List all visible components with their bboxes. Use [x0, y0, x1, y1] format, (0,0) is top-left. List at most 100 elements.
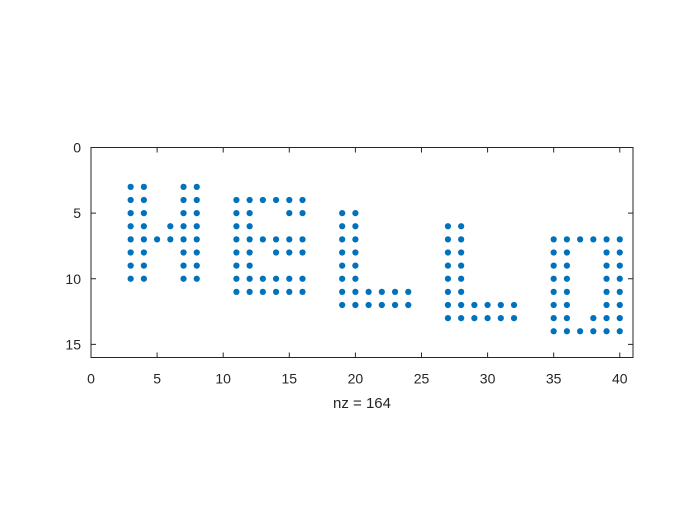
- nonzero-point: [352, 249, 359, 256]
- nonzero-point: [563, 301, 571, 309]
- nonzero-point: [339, 288, 346, 295]
- nonzero-point: [193, 210, 200, 217]
- nonzero-point: [286, 210, 293, 217]
- x-axis-ticks: 0 5 10 15 20 25 30 35 40: [87, 147, 628, 387]
- nonzero-point: [272, 236, 280, 243]
- nonzero-point: [616, 249, 623, 256]
- nonzero-point: [563, 236, 571, 243]
- nonzero-point: [458, 262, 465, 269]
- y-axis-ticks: 0 5 10 15: [65, 140, 633, 352]
- nonzero-point: [484, 315, 491, 322]
- nonzero-point: [563, 249, 571, 256]
- nonzero-point: [444, 275, 452, 282]
- nonzero-point: [140, 210, 147, 217]
- nonzero-point: [299, 275, 306, 282]
- nonzero-point: [233, 249, 240, 256]
- nonzero-point: [550, 275, 557, 282]
- nonzero-point: [153, 236, 161, 243]
- nonzero-point: [272, 249, 280, 256]
- nonzero-point: [246, 236, 253, 243]
- nonzero-point: [140, 262, 147, 269]
- nonzero-point: [246, 196, 253, 204]
- nonzero-point: [339, 301, 346, 309]
- nonzero-point: [391, 288, 399, 295]
- nonzero-point: [127, 236, 134, 243]
- nonzero-point: [365, 301, 372, 309]
- nonzero-point: [603, 315, 610, 322]
- nonzero-point: [616, 236, 623, 243]
- nonzero-point: [246, 275, 253, 282]
- nonzero-point: [590, 236, 597, 243]
- nonzero-point: [471, 315, 478, 322]
- nonzero-point: [339, 223, 346, 230]
- nonzero-point: [299, 210, 306, 217]
- nonzero-point: [246, 288, 253, 295]
- nonzero-point: [299, 236, 306, 243]
- nonzero-point: [444, 236, 452, 243]
- nonzero-point: [140, 236, 147, 243]
- nonzero-point: [127, 210, 134, 217]
- x-tick-label: 20: [348, 371, 364, 387]
- nonzero-markers: [127, 183, 623, 335]
- nonzero-point: [603, 288, 610, 295]
- nonzero-point: [616, 288, 623, 295]
- nonzero-point: [603, 249, 610, 256]
- x-axis-label: nz = 164: [333, 395, 391, 412]
- nonzero-point: [550, 315, 557, 322]
- nonzero-point: [233, 288, 240, 295]
- nonzero-point: [180, 236, 187, 243]
- nonzero-point: [616, 328, 623, 335]
- nonzero-point: [563, 275, 571, 282]
- nonzero-point: [577, 328, 584, 335]
- nonzero-point: [391, 301, 399, 309]
- nonzero-point: [444, 249, 452, 256]
- nonzero-point: [233, 275, 240, 282]
- nonzero-point: [180, 223, 187, 230]
- nonzero-point: [299, 196, 306, 204]
- nonzero-point: [378, 288, 385, 295]
- nonzero-point: [603, 328, 610, 335]
- nonzero-point: [272, 196, 280, 204]
- nonzero-point: [127, 249, 134, 256]
- nonzero-point: [140, 223, 147, 230]
- nonzero-point: [590, 315, 597, 322]
- nonzero-point: [259, 236, 266, 243]
- nonzero-point: [458, 315, 465, 322]
- nonzero-point: [603, 236, 610, 243]
- nonzero-point: [233, 196, 240, 204]
- nonzero-point: [286, 196, 293, 204]
- nonzero-point: [246, 223, 253, 230]
- nonzero-point: [140, 183, 147, 190]
- nonzero-point: [550, 249, 557, 256]
- nonzero-point: [563, 315, 571, 322]
- nonzero-point: [127, 183, 134, 190]
- nonzero-point: [603, 262, 610, 269]
- nonzero-point: [193, 236, 200, 243]
- nonzero-point: [127, 196, 134, 204]
- nonzero-point: [510, 315, 518, 322]
- nonzero-point: [458, 301, 465, 309]
- x-tick-label: 15: [282, 371, 298, 387]
- nonzero-point: [590, 328, 597, 335]
- x-tick-label: 30: [480, 371, 496, 387]
- nonzero-point: [352, 288, 359, 295]
- nonzero-point: [365, 288, 372, 295]
- y-tick-label: 10: [65, 271, 81, 287]
- nonzero-point: [444, 288, 452, 295]
- nonzero-point: [193, 196, 200, 204]
- nonzero-point: [299, 288, 306, 295]
- nonzero-point: [339, 210, 346, 217]
- nonzero-point: [233, 236, 240, 243]
- nonzero-point: [603, 301, 610, 309]
- nonzero-point: [563, 288, 571, 295]
- nonzero-point: [339, 249, 346, 256]
- y-tick-label: 15: [65, 336, 81, 352]
- nonzero-point: [127, 275, 134, 282]
- nonzero-point: [444, 301, 452, 309]
- nonzero-point: [444, 223, 452, 230]
- nonzero-point: [180, 249, 187, 256]
- nonzero-point: [286, 275, 293, 282]
- nonzero-point: [180, 196, 187, 204]
- nonzero-point: [180, 183, 187, 190]
- nonzero-point: [550, 262, 557, 269]
